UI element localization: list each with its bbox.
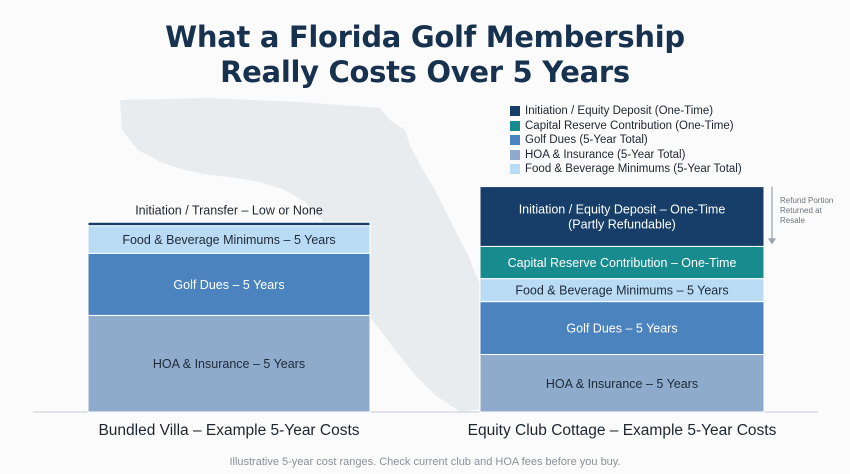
bar-segment bbox=[479, 186, 765, 247]
bar-segment-label: Food & Beverage Minimums – 5 Years bbox=[122, 233, 335, 247]
bar-segment bbox=[87, 252, 371, 316]
legend-label: Golf Dues (5-Year Total) bbox=[525, 134, 648, 147]
bars-group: HOA & Insurance – 5 Years Golf Dues – 5 Y… bbox=[87, 186, 777, 439]
refund-note-line: Returned at bbox=[780, 206, 822, 215]
legend-swatch bbox=[510, 149, 520, 160]
bar-segment bbox=[479, 245, 765, 280]
bar-segment-label: Food & Beverage Minimums – 5 Years bbox=[515, 284, 728, 298]
legend: Initiation / Equity Deposit (One-Time) Ca… bbox=[510, 104, 742, 177]
legend-swatch bbox=[510, 106, 520, 117]
legend-item: Capital Reserve Contribution (One-Time) bbox=[510, 119, 742, 134]
annotations-group: Initiation / Transfer – Low or None bbox=[135, 186, 776, 245]
annotation-initiation-transfer: Initiation / Transfer – Low or None bbox=[135, 203, 323, 217]
bar-segment-label: HOA & Insurance – 5 Years bbox=[153, 357, 305, 371]
category-label: Equity Club Cottage – Example 5-Year Cos… bbox=[468, 422, 777, 439]
bar-segment-label: Capital Reserve Contribution – One-Time bbox=[508, 256, 737, 270]
bar-segment-label: Initiation / Equity Deposit – One-Time bbox=[519, 203, 726, 217]
refund-note-line: Refund Portion bbox=[780, 196, 834, 205]
bar-segment bbox=[87, 314, 371, 413]
footer-note: Illustrative 5-year cost ranges. Check c… bbox=[229, 456, 621, 468]
legend-label: Food & Beverage Minimums (5-Year Total) bbox=[525, 163, 742, 176]
chart-title-line-2: Really Costs Over 5 Years bbox=[220, 55, 630, 89]
legend-swatch bbox=[510, 120, 520, 131]
refund-arrow-head bbox=[768, 238, 776, 245]
bar-segment-label: Golf Dues – 5 Years bbox=[566, 322, 677, 336]
legend-item: Food & Beverage Minimums (5-Year Total) bbox=[510, 162, 742, 177]
legend-label: HOA & Insurance (5-Year Total) bbox=[525, 148, 686, 161]
florida-map-background bbox=[120, 98, 502, 412]
refund-note-line: Resale bbox=[780, 216, 805, 225]
legend-item: HOA & Insurance (5-Year Total) bbox=[510, 148, 742, 163]
legend-swatch bbox=[510, 135, 520, 146]
bar-segment-label: (Partly Refundable) bbox=[568, 218, 676, 232]
bar-segment-label: Golf Dues – 5 Years bbox=[173, 278, 284, 292]
refund-note: Refund Portion Returned at Resale bbox=[780, 196, 840, 226]
legend-item: Initiation / Equity Deposit (One-Time) bbox=[510, 104, 742, 119]
bar-segment bbox=[87, 221, 371, 227]
category-label: Bundled Villa – Example 5-Year Costs bbox=[98, 422, 359, 439]
bar-segment-label: HOA & Insurance – 5 Years bbox=[546, 377, 698, 391]
legend-label: Capital Reserve Contribution (One-Time) bbox=[525, 119, 734, 132]
legend-swatch bbox=[510, 164, 520, 175]
legend-item: Golf Dues (5-Year Total) bbox=[510, 133, 742, 148]
chart-title-line-1: What a Florida Golf Membership bbox=[165, 20, 685, 54]
legend-label: Initiation / Equity Deposit (One-Time) bbox=[525, 105, 714, 118]
